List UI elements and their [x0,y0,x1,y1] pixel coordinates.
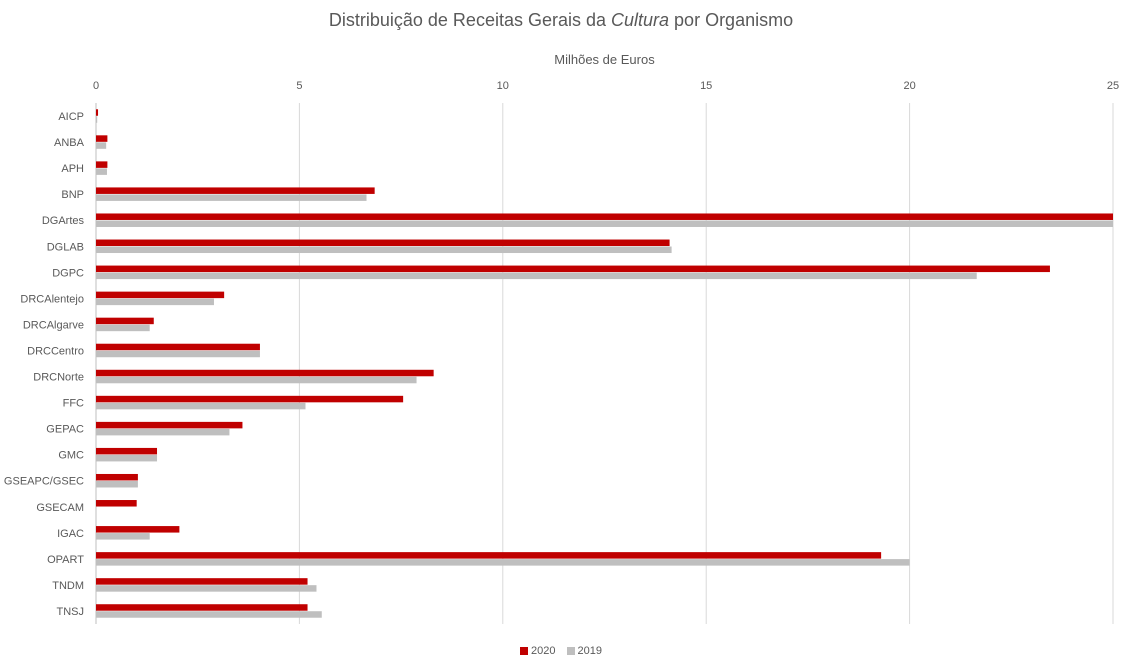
bar-2020 [96,552,882,559]
y-category-label: OPART [47,554,84,566]
legend-label-2020: 2020 [530,645,556,657]
y-category-label: GEPAC [46,424,84,436]
bar-2020 [96,395,404,403]
y-category-label: DGPC [52,267,84,279]
y-category-label: ANBA [54,137,85,149]
x-tick-label: 5 [296,80,302,92]
legend-swatch-2020 [519,647,528,655]
bar-2020 [96,343,260,351]
bar-2019 [96,585,317,592]
bar-2019 [96,298,214,306]
y-category-label: APH [61,163,84,175]
y-category-label: DGLAB [47,241,84,253]
bar-2019 [96,428,230,436]
bar-2019 [96,220,1113,227]
y-category-label: TNDM [52,580,84,592]
bar-2020 [96,187,375,194]
y-category-label: DRCCentro [27,345,84,357]
chart-title-italic: Cultura [611,10,670,30]
y-category-label: GSEAPC/GSEC [4,476,84,488]
x-tick-label: 15 [700,80,712,92]
legend-label-2019: 2019 [577,645,603,657]
bar-2020 [96,473,138,481]
x-axis-label: Milhões de Euros [554,52,655,67]
bar-2020 [96,447,158,455]
bar-2020 [96,526,180,533]
legend-item-2020: 2020 [519,645,556,657]
bar-2020 [96,239,670,247]
bar-2020 [96,161,108,168]
x-tick-label: 20 [903,80,915,92]
bar-2019 [96,611,322,618]
bar-2020 [96,291,225,299]
bar-2019 [96,142,107,149]
legend-item-2019: 2019 [566,645,603,657]
bar-2020 [96,604,308,611]
bar-2019 [96,454,158,462]
y-category-label: DRCAlentejo [20,293,84,305]
bar-2020 [96,421,243,429]
y-category-label: FFC [63,398,84,410]
y-category-label: GSECAM [36,502,84,514]
chart-title-prefix: Distribuição de Receitas Gerais da [328,10,612,30]
bar-2019 [96,559,910,566]
x-tick-label: 10 [497,80,509,92]
bar-2020 [96,500,137,507]
y-category-label: IGAC [57,528,84,540]
bar-2020 [96,135,108,142]
bar-2020 [96,109,99,116]
bar-2020 [96,265,1050,273]
bar-2019 [96,194,367,201]
bar-chart-plot: 0 5 10 15 20 25 AICP ANBA APH BNP DGArtes DGLAB DGPC… [4,80,1119,624]
bar-2020 [96,578,308,585]
legend-swatch-2019 [566,647,575,655]
bar-2019 [96,533,150,540]
chart-title: Distribuição de Receitas Gerais da Cultu… [0,10,1122,31]
bar-2019 [96,480,138,488]
y-category-label: GMC [58,450,84,462]
y-category-label: DGArtes [42,215,85,227]
bar-2020 [96,213,1113,220]
y-category-label: BNP [61,189,84,201]
bar-2019 [96,324,150,332]
bar-2019 [96,402,306,410]
bar-2019 [96,246,672,254]
bar-2019 [96,376,417,384]
y-category-label: DRCAlgarve [23,319,84,331]
legend: 2020 2019 [0,645,1122,657]
bar-2019 [96,168,107,175]
y-category-label: TNSJ [57,606,85,618]
x-tick-label: 0 [93,80,99,92]
bar-2020 [96,369,434,377]
chart-title-suffix: por Organismo [669,10,794,30]
bar-2019 [96,116,98,123]
bar-2019 [96,350,260,358]
y-category-label: AICP [58,111,84,123]
bar-2020 [96,317,154,325]
bar-2019 [96,272,977,280]
x-tick-label: 25 [1107,80,1119,92]
y-category-label: DRCNorte [33,372,84,384]
